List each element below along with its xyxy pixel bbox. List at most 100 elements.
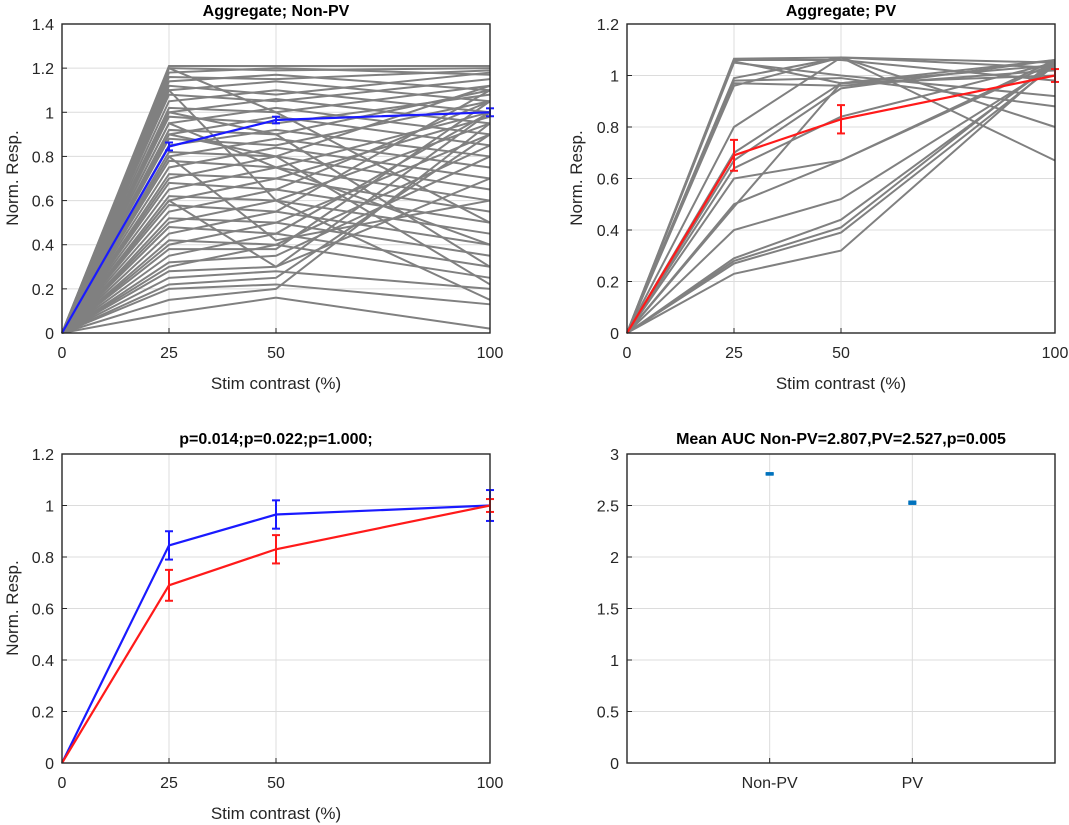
y-tick-label: 0.2 [597, 275, 619, 292]
comparison-series [61, 489, 494, 764]
x-tick-labels: 0 25 50 100 [58, 345, 504, 362]
individual-line [61, 111, 491, 334]
individual-line [61, 100, 491, 334]
y-tick-label: 0.4 [597, 223, 619, 240]
individual-line [626, 61, 1056, 334]
y-tick-label: 0 [610, 756, 619, 773]
individual-line [626, 64, 1056, 334]
x-tick-label: 0 [58, 775, 67, 792]
x-tick-label: 0 [623, 345, 632, 362]
y-tick-labels: 0 0.5 1 1.5 2 2.5 3 [597, 447, 619, 773]
individual-line [61, 270, 491, 334]
individual-line [626, 56, 1056, 334]
chart-title: Mean AUC Non-PV=2.807,PV=2.527,p=0.005 [676, 431, 1006, 448]
y-tick-label: 1.5 [597, 602, 619, 619]
individual-line [61, 146, 491, 334]
individual-line [626, 74, 1056, 334]
y-tick-label: 0.2 [32, 282, 54, 299]
x-tick-labels: Non-PV PV [742, 775, 924, 792]
y-tick-label: 0 [45, 326, 54, 343]
panel-mean-auc: Non-PV PV 0 0.5 1 1.5 2 2.5 3 Mean AUC Non-PV=2… [597, 431, 1056, 792]
y-tick-label: 1 [610, 69, 619, 86]
axes-frame [626, 23, 1056, 334]
y-tick-label: 1.2 [32, 447, 54, 464]
y-tick-label: 1.2 [597, 17, 619, 34]
individual-lines [61, 64, 491, 334]
x-tick-label: Non-PV [742, 775, 798, 792]
y-tick-label: 1.2 [32, 61, 54, 78]
individual-line [61, 296, 491, 334]
y-tick-label: 0.4 [32, 238, 54, 255]
individual-line [61, 199, 491, 334]
x-tick-label: 50 [267, 775, 285, 792]
x-tick-label: 25 [160, 345, 178, 362]
chart-title: Aggregate; Non-PV [203, 3, 350, 20]
y-tick-label: 0 [45, 756, 54, 773]
individual-line [61, 283, 491, 334]
x-tick-labels: 0 25 50 100 [623, 345, 1069, 362]
individual-line [61, 66, 491, 334]
axes-frame [61, 23, 491, 334]
axes-frame [626, 453, 1056, 764]
y-axis-label: Norm. Resp. [3, 130, 22, 225]
individual-line [61, 111, 491, 334]
x-tick-label: 50 [267, 345, 285, 362]
axes-frame [61, 453, 491, 764]
individual-line [61, 84, 491, 334]
x-axis-label: Stim contrast (%) [776, 374, 906, 393]
y-tick-label: 0.8 [597, 120, 619, 137]
x-tick-label: 100 [1042, 345, 1069, 362]
chart-title: p=0.014;p=0.022;p=1.000; [179, 431, 372, 448]
individual-line [61, 144, 491, 334]
individual-line [626, 64, 1056, 334]
individual-line [61, 111, 491, 334]
y-tick-labels: 0 0.2 0.4 0.6 0.8 1 1.2 [32, 447, 54, 773]
y-tick-label: 2 [610, 550, 619, 567]
y-tick-labels: 0 0.2 0.4 0.6 0.8 1 1.2 [597, 17, 619, 343]
mean-series-line [626, 74, 1056, 334]
chart-title: Aggregate; PV [786, 3, 897, 20]
individual-line [61, 122, 491, 334]
individual-line [61, 89, 491, 334]
individual-line [626, 59, 1056, 334]
x-axis-label: Stim contrast (%) [211, 374, 341, 393]
individual-line [61, 100, 491, 334]
x-tick-label: 25 [160, 775, 178, 792]
y-tick-label: 3 [610, 447, 619, 464]
y-tick-label: 0.6 [597, 172, 619, 189]
individual-line [626, 56, 1056, 334]
y-tick-label: 0.4 [32, 653, 54, 670]
x-tick-label: 0 [58, 345, 67, 362]
x-tick-label: 25 [725, 345, 743, 362]
individual-line [626, 61, 1056, 334]
y-tick-label: 0.6 [32, 602, 54, 619]
y-tick-label: 1 [45, 499, 54, 516]
mean-series-line [61, 111, 491, 334]
x-tick-labels: 0 25 50 100 [58, 775, 504, 792]
grid-lines [627, 453, 1055, 764]
x-axis-label: Stim contrast (%) [211, 804, 341, 823]
y-axis-label: Norm. Resp. [567, 130, 586, 225]
individual-lines [626, 56, 1056, 334]
individual-line [61, 210, 491, 334]
y-tick-label: 0.6 [32, 194, 54, 211]
y-tick-labels: 0 0.2 0.4 0.6 0.8 1 1.2 1.4 [32, 17, 54, 343]
y-tick-label: 1 [45, 105, 54, 122]
individual-line [61, 243, 491, 334]
series-0-line [61, 504, 491, 764]
individual-line [626, 61, 1056, 334]
x-tick-label: PV [902, 775, 924, 792]
individual-line [626, 61, 1056, 334]
y-axis-label: Norm. Resp. [3, 560, 22, 655]
panel-comparison: 0 25 50 100 0 0.2 0.4 0.6 0.8 1 1.2 p=0.014;p=0.0… [3, 431, 503, 823]
y-tick-label: 2.5 [597, 499, 619, 516]
series-1-line [61, 504, 491, 764]
individual-line [61, 100, 491, 334]
y-tick-label: 0.8 [32, 149, 54, 166]
y-tick-label: 0.5 [597, 705, 619, 722]
individual-line [61, 177, 491, 334]
y-tick-label: 1.4 [32, 17, 54, 34]
individual-line [61, 115, 491, 334]
individual-line [626, 61, 1056, 334]
